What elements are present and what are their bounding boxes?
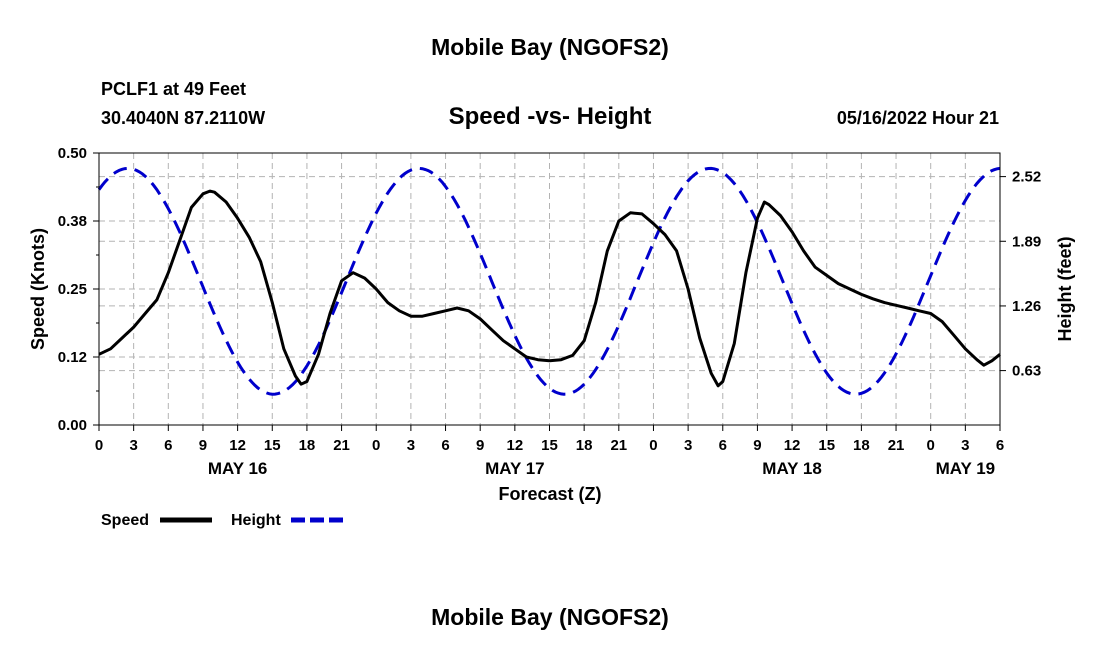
x-tick-label: 3 bbox=[961, 437, 969, 454]
x-tick-label: 15 bbox=[818, 437, 835, 454]
x-tick-label: 18 bbox=[299, 437, 316, 454]
speed-line bbox=[98, 189, 1001, 388]
x-tick-label: 21 bbox=[610, 437, 627, 454]
legend-label-height: Height bbox=[231, 512, 281, 529]
x-tick-label: 9 bbox=[476, 437, 484, 454]
x-tick-label: 9 bbox=[753, 437, 761, 454]
x-tick-label: 15 bbox=[264, 437, 281, 454]
x-tick-label: 6 bbox=[164, 437, 172, 454]
x-axis-label: Forecast (Z) bbox=[498, 484, 601, 504]
height-series bbox=[97, 166, 1001, 396]
x-tick-label: 6 bbox=[996, 437, 1004, 454]
chart-title: Speed -vs- Height bbox=[449, 103, 652, 130]
x-tick-label: 12 bbox=[784, 437, 801, 454]
x-tick-label: 0 bbox=[372, 437, 380, 454]
y-right-tick-label: 1.26 bbox=[1012, 298, 1041, 315]
legend-label-speed: Speed bbox=[101, 512, 149, 529]
x-tick-label: 18 bbox=[576, 437, 593, 454]
page-title-bottom: Mobile Bay (NGOFS2) bbox=[431, 604, 669, 630]
x-tick-label: 6 bbox=[719, 437, 727, 454]
y-left-tick-label: 0.00 bbox=[58, 417, 87, 434]
y-right-axis-label: Height (feet) bbox=[1055, 237, 1075, 342]
date-label-may-17: MAY 17 bbox=[485, 459, 545, 478]
date-label-may-18: MAY 18 bbox=[762, 459, 822, 478]
x-tick-label: 3 bbox=[407, 437, 415, 454]
y-left-tick-label: 0.12 bbox=[58, 349, 87, 366]
axes: 0 3 6 9 12 15 18 21 0 3 6 9 12 15 18 21 0 3 6 9 12 15 18 21 0 3 6M… bbox=[58, 145, 1041, 478]
x-tick-label: 12 bbox=[507, 437, 524, 454]
page-title: Mobile Bay (NGOFS2) bbox=[431, 34, 669, 60]
y-left-axis-label: Speed (Knots) bbox=[28, 228, 48, 350]
date-label-may-19: MAY 19 bbox=[936, 459, 996, 478]
y-left-tick-label: 0.25 bbox=[58, 281, 87, 298]
x-tick-label: 0 bbox=[95, 437, 103, 454]
x-tick-label: 3 bbox=[129, 437, 137, 454]
y-left-tick-label: 0.38 bbox=[58, 213, 87, 230]
speed-series bbox=[98, 189, 1001, 388]
y-right-tick-label: 2.52 bbox=[1012, 169, 1041, 186]
date-label: 05/16/2022 Hour 21 bbox=[837, 108, 999, 128]
x-tick-label: 21 bbox=[888, 437, 905, 454]
y-right-tick-label: 1.89 bbox=[1012, 233, 1041, 250]
station-label: PCLF1 at 49 Feet bbox=[101, 79, 246, 99]
y-right-tick-label: 0.63 bbox=[1012, 363, 1041, 380]
x-tick-label: 9 bbox=[199, 437, 207, 454]
height-line bbox=[97, 166, 1001, 396]
legend: Speed Height bbox=[101, 512, 343, 529]
x-tick-label: 21 bbox=[333, 437, 350, 454]
grid bbox=[99, 153, 1000, 425]
x-tick-label: 0 bbox=[649, 437, 657, 454]
x-tick-label: 15 bbox=[541, 437, 558, 454]
coordinates-label: 30.4040N 87.2110W bbox=[101, 108, 265, 128]
x-tick-label: 0 bbox=[927, 437, 935, 454]
x-tick-label: 6 bbox=[441, 437, 449, 454]
x-tick-label: 12 bbox=[229, 437, 246, 454]
date-label-may-16: MAY 16 bbox=[208, 459, 268, 478]
x-tick-label: 18 bbox=[853, 437, 870, 454]
y-left-tick-label: 0.50 bbox=[58, 145, 87, 162]
x-tick-label: 3 bbox=[684, 437, 692, 454]
